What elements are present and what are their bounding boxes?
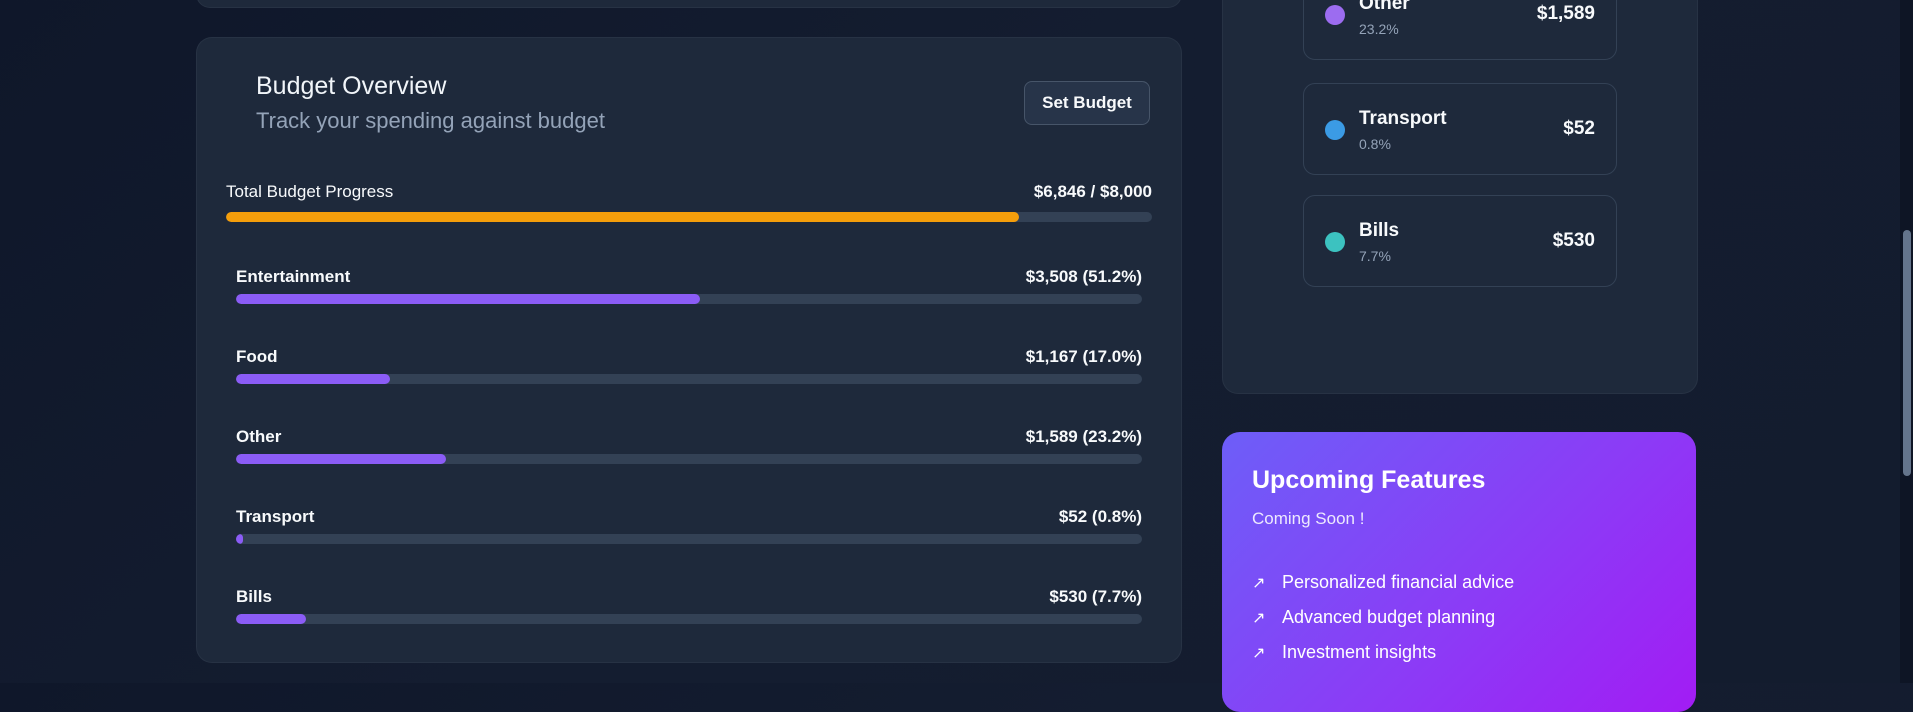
category-label: Bills bbox=[236, 587, 272, 606]
scrollbar-thumb[interactable] bbox=[1903, 230, 1911, 476]
legend-item-amount: $530 bbox=[1552, 230, 1595, 251]
total-budget-progress: Total Budget Progress $6,846 / $8,000 bbox=[226, 182, 1152, 222]
category-fill bbox=[236, 374, 391, 384]
total-budget-fill bbox=[226, 212, 1019, 222]
arrow-up-right-icon: ↗ bbox=[1252, 645, 1266, 662]
feature-item-label: Investment insights bbox=[1282, 642, 1437, 662]
legend-item-name: Bills bbox=[1359, 220, 1400, 241]
total-budget-amount: $6,846 / $8,000 bbox=[1033, 182, 1152, 201]
legend-color-dot bbox=[1325, 232, 1345, 252]
budget-title: Budget Overview bbox=[256, 72, 447, 100]
category-label: Transport bbox=[236, 507, 315, 526]
feature-item-label: Personalized financial advice bbox=[1282, 572, 1515, 592]
page-scrollbar[interactable] bbox=[1900, 0, 1913, 683]
legend-item-transport[interactable]: Transport 0.8% $52 bbox=[1303, 83, 1617, 175]
feature-item-label: Advanced budget planning bbox=[1282, 607, 1496, 627]
legend-item-name: Other bbox=[1359, 0, 1410, 14]
legend-item-amount: $1,589 bbox=[1536, 3, 1595, 24]
category-track bbox=[236, 614, 1142, 624]
category-amount: $1,589 (23.2%) bbox=[1025, 427, 1142, 446]
category-track bbox=[236, 294, 1142, 304]
legend-item-name: Transport bbox=[1359, 108, 1447, 129]
legend-item-amount: $52 bbox=[1563, 118, 1595, 139]
legend-item-bills[interactable]: Bills 7.7% $530 bbox=[1303, 195, 1617, 287]
category-amount: $1,167 (17.0%) bbox=[1025, 347, 1142, 366]
legend-color-dot bbox=[1325, 5, 1345, 25]
arrow-up-right-icon: ↗ bbox=[1252, 575, 1266, 592]
category-amount: $3,508 (51.2%) bbox=[1025, 267, 1142, 286]
budget-subtitle: Track your spending against budget bbox=[256, 108, 605, 133]
set-budget-button[interactable]: Set Budget bbox=[1024, 81, 1150, 125]
budget-overview-card: Budget Overview Track your spending agai… bbox=[196, 37, 1182, 663]
legend-item-percent: 7.7% bbox=[1359, 248, 1391, 264]
features-title: Upcoming Features bbox=[1252, 466, 1486, 494]
category-label: Other bbox=[236, 427, 282, 446]
category-fill bbox=[236, 454, 447, 464]
total-budget-track bbox=[226, 212, 1152, 222]
category-amount: $52 (0.8%) bbox=[1058, 507, 1142, 526]
category-track bbox=[236, 454, 1142, 464]
feature-item: ↗ Personalized financial advice bbox=[1252, 572, 1514, 593]
legend-item-percent: 0.8% bbox=[1359, 136, 1391, 152]
category-fill bbox=[236, 614, 306, 624]
feature-item: ↗ Investment insights bbox=[1252, 642, 1436, 663]
previous-card bbox=[196, 0, 1182, 8]
category-row-other: Other $1,589 (23.2%) bbox=[236, 427, 1142, 467]
category-breakdown-panel: Other 23.2% $1,589 Transport 0.8% $52 Bi… bbox=[1222, 0, 1698, 394]
category-row-bills: Bills $530 (7.7%) bbox=[236, 587, 1142, 627]
upcoming-features-card: Upcoming Features Coming Soon ! ↗ Persona… bbox=[1222, 432, 1696, 712]
category-amount: $530 (7.7%) bbox=[1049, 587, 1142, 606]
feature-item: ↗ Advanced budget planning bbox=[1252, 607, 1495, 628]
category-fill bbox=[236, 534, 244, 544]
category-label: Food bbox=[236, 347, 278, 366]
legend-color-dot bbox=[1325, 120, 1345, 140]
category-track bbox=[236, 534, 1142, 544]
category-label: Entertainment bbox=[236, 267, 351, 286]
category-row-transport: Transport $52 (0.8%) bbox=[236, 507, 1142, 547]
category-row-food: Food $1,167 (17.0%) bbox=[236, 347, 1142, 387]
legend-item-other[interactable]: Other 23.2% $1,589 bbox=[1303, 0, 1617, 60]
category-track bbox=[236, 374, 1142, 384]
category-fill bbox=[236, 294, 700, 304]
arrow-up-right-icon: ↗ bbox=[1252, 610, 1266, 627]
features-subtitle: Coming Soon ! bbox=[1252, 509, 1365, 528]
legend-item-percent: 23.2% bbox=[1359, 21, 1399, 37]
total-budget-label: Total Budget Progress bbox=[226, 182, 394, 201]
category-row-entertainment: Entertainment $3,508 (51.2%) bbox=[236, 267, 1142, 307]
